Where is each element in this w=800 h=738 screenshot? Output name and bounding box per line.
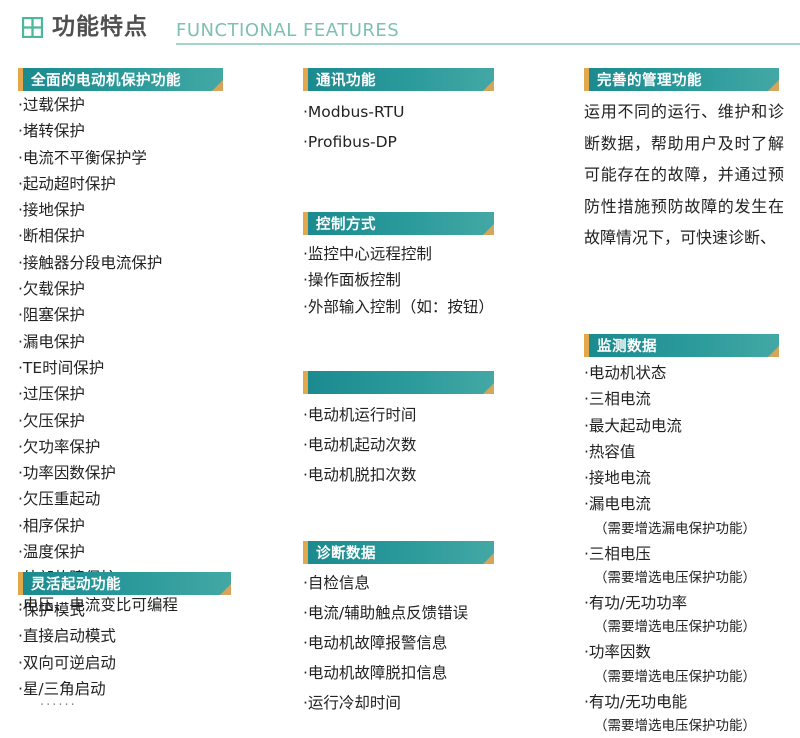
list-run-data: ·电动机运行时间 ·电动机起动次数 ·电动机脱扣次数	[303, 400, 543, 490]
list-item: ·漏电电流	[584, 495, 651, 514]
grid-2x2-icon	[22, 17, 43, 38]
list-control-mode: ·监控中心远程控制 ·操作面板控制 ·外部输入控制（如：按钮）	[303, 241, 553, 320]
list-item: ·外部输入控制（如：按钮）	[303, 297, 494, 316]
list-item: ·漏电保护	[18, 332, 85, 351]
list-motor-protection: ·过载保护 ·堵转保护 ·电流不平衡保护学 ·起动超时保护 ·接地保护 ·断相保护 ·接触器…	[18, 92, 268, 618]
list-item: ·电流不平衡保护学	[18, 148, 147, 167]
list-item: ·欠载保护	[18, 280, 85, 299]
list-item: （需要增选电压保护功能）	[594, 717, 756, 734]
page-title-cn: 功能特点	[52, 14, 148, 40]
page-header: 功能特点 FUNCTIONAL FEATURES	[0, 0, 800, 52]
section-title: 通讯功能	[316, 73, 376, 89]
list-item: ·接地电流	[584, 469, 651, 488]
section-banner-motor-protection: 全面的电动机保护功能	[18, 68, 223, 91]
list-item: ·星/三角启动	[18, 679, 106, 698]
list-item: ·电动机起动次数	[303, 436, 417, 454]
section-title: 完善的管理功能	[597, 73, 702, 89]
list-item: ·Profibus-DP	[303, 132, 397, 151]
section-title: 监测数据	[597, 339, 657, 355]
list-item: ·保护模式	[18, 601, 85, 619]
list-item: ·电动机状态	[584, 364, 667, 382]
list-item: ·接触器分段电流保护	[18, 253, 163, 272]
list-item: ·功率因数	[584, 643, 651, 662]
header-divider	[176, 43, 800, 45]
section-title: 灵活起动功能	[31, 577, 121, 593]
section-title: 控制方式	[316, 217, 376, 233]
list-item: ·三相电流	[584, 390, 651, 409]
section-title: 诊断数据	[316, 546, 376, 562]
section-banner-management: 完善的管理功能	[584, 68, 779, 91]
management-paragraph: 运用不同的运行、维护和诊断数据，帮助用户及时了解可能存在的故障，并通过预防性措施…	[584, 102, 784, 247]
list-item: ·电流/辅助触点反馈错误	[303, 604, 469, 622]
section-banner-run-data	[303, 371, 494, 394]
list-item: ·运行冷却时间	[303, 694, 401, 712]
list-item: ·热容值	[584, 442, 636, 461]
list-item: ·电动机故障脱扣信息	[303, 664, 448, 682]
ellipsis-dots: ......	[40, 694, 77, 709]
section-banner-communication: 通讯功能	[303, 68, 494, 91]
list-item: ·有功/无功电能	[584, 692, 688, 711]
list-item: ·阻塞保护	[18, 306, 85, 325]
list-item: ·电动机运行时间	[303, 406, 417, 424]
list-item: （需要增选电压保护功能）	[594, 619, 756, 636]
list-item: ·直接启动模式	[18, 627, 116, 646]
list-item: ·断相保护	[18, 227, 85, 246]
list-item: ·起动超时保护	[18, 174, 116, 193]
list-item: ·相序保护	[18, 516, 85, 535]
list-item: ·过载保护	[18, 96, 85, 114]
list-item: ·双向可逆启动	[18, 653, 116, 672]
list-flexible-start: ·保护模式 ·直接启动模式 ·双向可逆启动 ·星/三角启动	[18, 597, 268, 702]
list-item: ·堵转保护	[18, 122, 85, 141]
section-banner-monitoring-data: 监测数据	[584, 334, 779, 357]
list-item: ·温度保护	[18, 543, 85, 562]
list-item: ·欠压重起动	[18, 490, 101, 509]
list-item: ·过压保护	[18, 385, 85, 404]
page-title-en: FUNCTIONAL FEATURES	[176, 20, 400, 41]
list-item: ·欠功率保护	[18, 437, 101, 456]
list-monitoring-data: ·电动机状态 ·三相电流 ·最大起动电流 ·热容值 ·接地电流 ·漏电电流 （需要增选漏电保…	[584, 360, 800, 738]
list-item: ·操作面板控制	[303, 271, 401, 290]
list-item: （需要增选电压保护功能）	[594, 668, 756, 685]
list-item: ·Modbus-RTU	[303, 103, 405, 121]
section-banner-diagnostic-data: 诊断数据	[303, 541, 494, 564]
list-item: ·有功/无功功率	[584, 594, 688, 613]
list-item: ·监控中心远程控制	[303, 245, 432, 263]
list-item: ·电动机脱扣次数	[303, 466, 417, 484]
list-item: ·自检信息	[303, 574, 370, 592]
list-item: ·最大起动电流	[584, 416, 682, 435]
section-banner-flexible-start: 灵活起动功能	[18, 572, 231, 595]
list-item: （需要增选电压保护功能）	[594, 570, 756, 587]
list-item: ·欠压保护	[18, 411, 85, 430]
list-item: ·功率因数保护	[18, 464, 116, 483]
section-title: 全面的电动机保护功能	[31, 73, 181, 89]
list-item: （需要增选漏电保护功能）	[594, 520, 756, 537]
list-item: ·电动机故障报警信息	[303, 634, 448, 652]
list-item: ·三相电压	[584, 544, 651, 563]
list-communication: ·Modbus-RTU ·Profibus-DP	[303, 98, 543, 157]
list-item: ·电压、电流变比可编程	[18, 595, 178, 614]
list-item: ·接地保护	[18, 201, 85, 220]
list-diagnostic-data: ·自检信息 ·电流/辅助触点反馈错误 ·电动机故障报警信息 ·电动机故障脱扣信息 ·运行…	[303, 568, 563, 718]
list-item: ·TE时间保护	[18, 358, 105, 377]
section-banner-control-mode: 控制方式	[303, 212, 494, 235]
